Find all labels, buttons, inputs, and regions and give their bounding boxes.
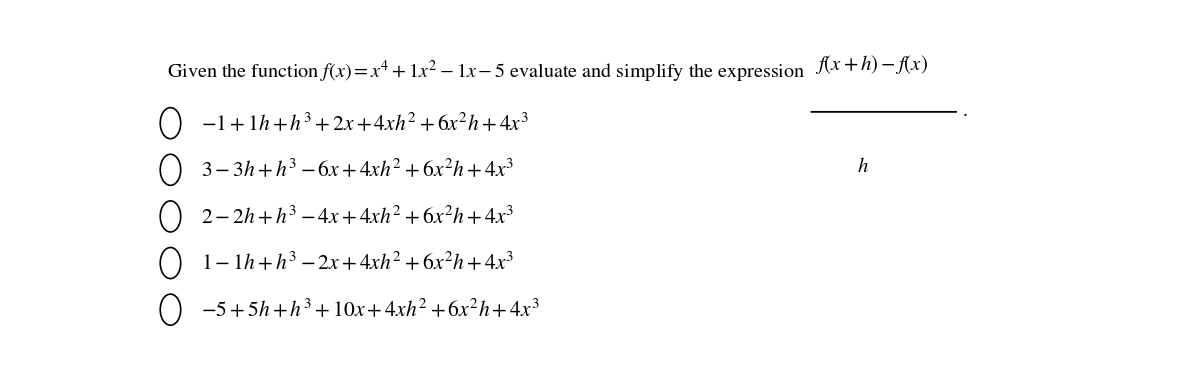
Text: $-5 + 5h + h^3 + 10x + 4xh^2 + 6x^2h + 4x^3$: $-5 + 5h + h^3 + 10x + 4xh^2 + 6x^2h + 4…	[202, 298, 540, 321]
Text: $2 - 2h + h^3 - 4x + 4xh^2 + 6x^2h + 4x^3$: $2 - 2h + h^3 - 4x + 4xh^2 + 6x^2h + 4x^…	[202, 205, 515, 228]
Text: Given the function $f(x) = x^4 + 1x^2 - 1x - 5$ evaluate and simplify the expres: Given the function $f(x) = x^4 + 1x^2 - …	[167, 59, 805, 86]
Text: $h$: $h$	[857, 157, 869, 177]
Text: $f(x + h) - f(x)$: $f(x + h) - f(x)$	[815, 52, 928, 76]
Text: $3 - 3h + h^3 - 6x + 4xh^2 + 6x^2h + 4x^3$: $3 - 3h + h^3 - 6x + 4xh^2 + 6x^2h + 4x^…	[202, 159, 515, 181]
Text: $-1 + 1h + h^3 + 2x + 4xh^2 + 6x^2h + 4x^3$: $-1 + 1h + h^3 + 2x + 4xh^2 + 6x^2h + 4x…	[202, 112, 529, 135]
Text: .: .	[962, 103, 968, 120]
Text: $1 - 1h + h^3 - 2x + 4xh^2 + 6x^2h + 4x^3$: $1 - 1h + h^3 - 2x + 4xh^2 + 6x^2h + 4x^…	[202, 252, 515, 275]
